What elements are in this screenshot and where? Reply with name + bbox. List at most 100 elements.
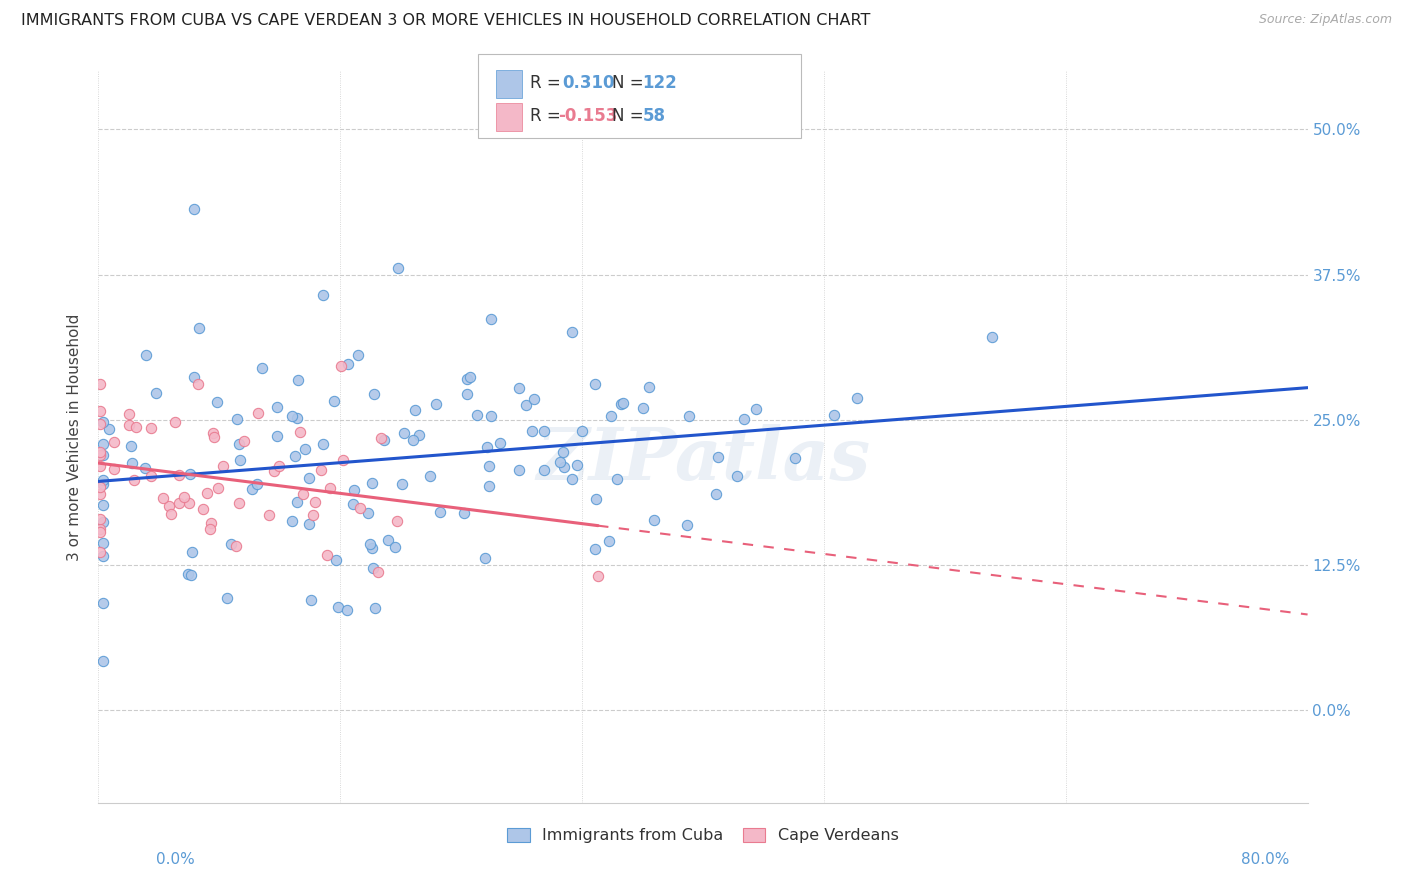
- Point: [284, 449, 307, 463]
- Point: [187, 377, 209, 392]
- Point: [571, 424, 593, 438]
- Point: [377, 533, 399, 548]
- Point: [103, 462, 125, 476]
- Point: [638, 380, 661, 394]
- Point: [180, 568, 202, 582]
- Point: [342, 497, 364, 511]
- Point: [419, 469, 441, 483]
- Point: [91, 596, 114, 610]
- Point: [357, 506, 380, 520]
- Text: R =: R =: [530, 107, 567, 125]
- Point: [120, 439, 142, 453]
- Point: [609, 397, 631, 411]
- Point: [195, 485, 218, 500]
- Point: [364, 601, 387, 615]
- Point: [335, 602, 357, 616]
- Point: [167, 467, 190, 482]
- Point: [586, 568, 609, 582]
- Point: [678, 409, 700, 423]
- Point: [91, 499, 114, 513]
- Point: [363, 386, 385, 401]
- Point: [145, 386, 167, 401]
- Y-axis label: 3 or more Vehicles in Household: 3 or more Vehicles in Household: [67, 313, 83, 561]
- Point: [89, 512, 111, 526]
- Point: [141, 468, 163, 483]
- Point: [177, 567, 200, 582]
- Point: [191, 502, 214, 516]
- Point: [89, 480, 111, 494]
- Point: [207, 482, 229, 496]
- Point: [89, 459, 111, 474]
- Point: [402, 433, 425, 447]
- Point: [117, 417, 139, 432]
- Point: [404, 402, 426, 417]
- Point: [336, 357, 359, 371]
- Point: [228, 437, 250, 451]
- Point: [281, 514, 304, 528]
- Point: [225, 539, 247, 553]
- Text: 80.0%: 80.0%: [1241, 852, 1289, 867]
- Point: [281, 409, 304, 423]
- Point: [361, 475, 384, 490]
- Point: [157, 499, 180, 513]
- Point: [363, 561, 385, 575]
- Point: [725, 469, 748, 483]
- Point: [89, 417, 111, 431]
- Point: [561, 472, 583, 486]
- Point: [228, 495, 250, 509]
- Point: [980, 329, 1002, 343]
- Point: [599, 409, 621, 424]
- Point: [548, 455, 571, 469]
- Point: [304, 494, 326, 508]
- Point: [91, 536, 114, 550]
- Point: [783, 451, 806, 466]
- Point: [160, 507, 183, 521]
- Point: [89, 487, 111, 501]
- Point: [360, 541, 382, 555]
- Text: N =: N =: [612, 107, 654, 125]
- Point: [704, 487, 727, 501]
- Point: [583, 377, 606, 392]
- Point: [91, 549, 114, 563]
- Point: [606, 472, 628, 486]
- Point: [475, 440, 498, 454]
- Point: [200, 516, 222, 530]
- Point: [391, 477, 413, 491]
- Point: [89, 376, 111, 391]
- Point: [330, 359, 353, 373]
- Point: [319, 482, 342, 496]
- Point: [643, 513, 665, 527]
- Point: [508, 463, 530, 477]
- Point: [125, 420, 148, 434]
- Point: [89, 522, 111, 536]
- Point: [212, 458, 235, 473]
- Point: [478, 479, 501, 493]
- Point: [89, 525, 111, 540]
- Point: [134, 461, 156, 475]
- Point: [103, 434, 125, 449]
- Point: [325, 552, 347, 566]
- Text: IMMIGRANTS FROM CUBA VS CAPE VERDEAN 3 OR MORE VEHICLES IN HOUSEHOLD CORRELATION: IMMIGRANTS FROM CUBA VS CAPE VERDEAN 3 O…: [21, 13, 870, 29]
- Point: [392, 426, 415, 441]
- Point: [315, 548, 337, 562]
- Text: -0.153: -0.153: [558, 107, 617, 125]
- Text: 58: 58: [643, 107, 665, 125]
- Point: [425, 397, 447, 411]
- Text: ZIPatlas: ZIPatlas: [536, 424, 870, 494]
- Point: [465, 408, 488, 422]
- Point: [515, 398, 537, 412]
- Point: [91, 437, 114, 451]
- Point: [823, 409, 845, 423]
- Text: 122: 122: [643, 74, 678, 92]
- Point: [707, 450, 730, 464]
- Point: [676, 518, 699, 533]
- Point: [287, 373, 309, 387]
- Point: [456, 386, 478, 401]
- Point: [373, 433, 395, 447]
- Point: [91, 654, 114, 668]
- Point: [567, 458, 589, 472]
- Point: [91, 473, 114, 487]
- Point: [367, 565, 389, 579]
- Point: [533, 424, 555, 438]
- Point: [520, 424, 543, 438]
